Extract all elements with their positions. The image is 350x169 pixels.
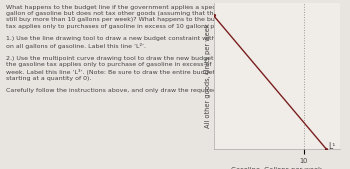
X-axis label: Gasoline, Gallons per week: Gasoline, Gallons per week [231,166,322,169]
Text: L¹: L¹ [328,142,335,151]
Text: What happens to the budget line if the government applies a specific tax of $1 p: What happens to the budget line if the g… [6,5,269,93]
Y-axis label: All other goods, Units per week: All other goods, Units per week [205,24,211,128]
